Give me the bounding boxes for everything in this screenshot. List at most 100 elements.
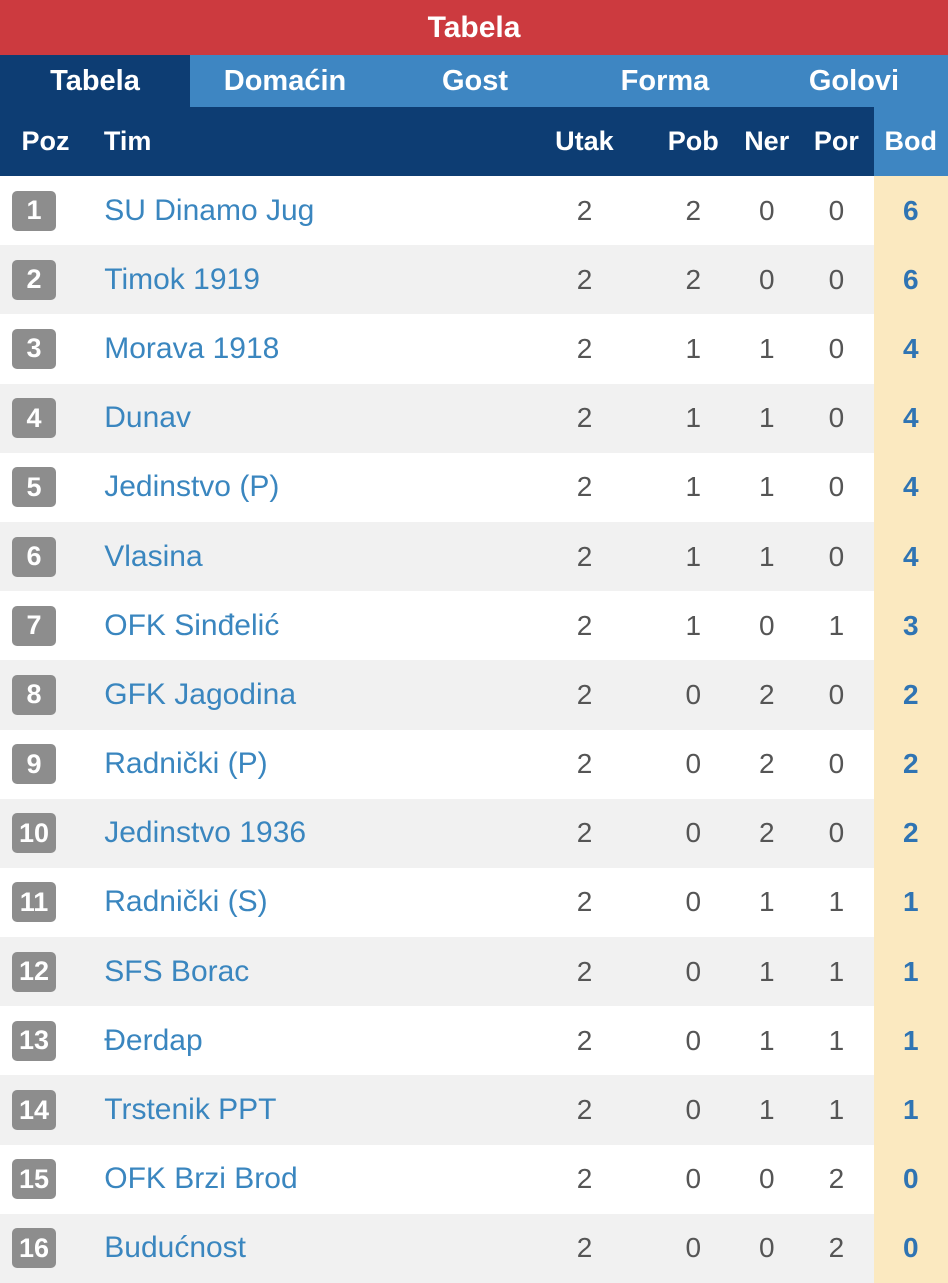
wins-cell: 1: [685, 332, 702, 364]
losses-cell: 2: [828, 1163, 845, 1195]
wins-cell: 0: [685, 886, 702, 918]
tab-golovi[interactable]: Golovi: [808, 64, 900, 97]
tab-tabela[interactable]: Tabela: [0, 55, 190, 107]
table-row: 16 Budućnost 2 0 0 2 0: [0, 1213, 948, 1283]
team-link[interactable]: Morava 1918: [104, 331, 280, 365]
team-cell: Radnički (P): [91, 747, 517, 781]
position-cell: 7: [0, 605, 91, 646]
position-cell: 15: [0, 1159, 91, 1200]
losses-cell: 1: [828, 1094, 845, 1126]
table-row: 4 Dunav 2 1 1 0 4: [0, 383, 948, 453]
losses-cell: 0: [828, 678, 845, 710]
team-link[interactable]: SFS Borac: [104, 954, 250, 988]
position-cell: 4: [0, 398, 91, 439]
team-link[interactable]: OFK Sinđelić: [104, 608, 280, 642]
team-cell: Dunav: [91, 401, 517, 435]
position-badge: 5: [12, 467, 56, 508]
wins-cell: 1: [685, 609, 702, 641]
losses-cell: 1: [828, 1024, 845, 1056]
played-cell: 2: [576, 540, 593, 572]
draws-cell: 0: [758, 609, 775, 641]
team-cell: Budućnost: [91, 1231, 517, 1265]
tab-forma[interactable]: Forma: [620, 64, 710, 97]
team-link[interactable]: Timok 1919: [104, 262, 260, 296]
table-row: 9 Radnički (P) 2 0 2 0 2: [0, 729, 948, 799]
team-cell: Jedinstvo (P): [91, 470, 517, 504]
team-cell: Radnički (S): [91, 885, 517, 919]
points-cell: 1: [873, 1006, 948, 1076]
team-cell: OFK Sinđelić: [91, 609, 517, 643]
points-cell: 1: [873, 867, 948, 938]
team-cell: Đerdap: [91, 1024, 517, 1058]
points-cell: 4: [873, 383, 948, 453]
draws-cell: 2: [758, 678, 775, 710]
team-link[interactable]: Đerdap: [104, 1023, 203, 1057]
losses-cell: 0: [828, 194, 845, 226]
team-link[interactable]: Budućnost: [104, 1231, 247, 1265]
table-row: 10 Jedinstvo 1936 2 0 2 0 2: [0, 798, 948, 868]
position-badge: 9: [12, 744, 56, 785]
wins-cell: 0: [685, 817, 702, 849]
draws-cell: 1: [758, 332, 775, 364]
table-row: 8 GFK Jagodina 2 0 2 0 2: [0, 660, 948, 730]
team-link[interactable]: OFK Brzi Brod: [104, 1162, 298, 1196]
losses-cell: 2: [828, 1232, 845, 1264]
played-cell: 2: [576, 817, 593, 849]
draws-cell: 0: [758, 1163, 775, 1195]
wins-cell: 1: [685, 471, 702, 503]
losses-cell: 1: [828, 609, 845, 641]
losses-cell: 0: [828, 540, 845, 572]
position-cell: 11: [0, 882, 91, 923]
played-cell: 2: [576, 471, 593, 503]
losses-cell: 1: [828, 886, 845, 918]
played-cell: 2: [576, 1232, 593, 1264]
team-cell: Timok 1919: [91, 263, 517, 297]
points-cell: 6: [873, 245, 948, 315]
tab-gost[interactable]: Gost: [441, 64, 509, 97]
table-row: 15 OFK Brzi Brod 2 0 0 2 0: [0, 1144, 948, 1214]
wins-cell: 1: [685, 402, 702, 434]
position-cell: 3: [0, 328, 91, 369]
points-cell: 2: [873, 660, 948, 730]
draws-cell: 1: [758, 955, 775, 987]
team-link[interactable]: Dunav: [104, 401, 191, 435]
team-link[interactable]: GFK Jagodina: [104, 677, 297, 711]
position-cell: 6: [0, 536, 91, 577]
team-cell: Vlasina: [91, 540, 517, 574]
team-link[interactable]: Jedinstvo 1936: [104, 816, 307, 850]
tab-domacin[interactable]: Domaćin: [223, 64, 347, 97]
table-row: 1 SU Dinamo Jug 2 2 0 0 6: [0, 176, 948, 246]
played-cell: 2: [576, 1094, 593, 1126]
header-por: Por: [813, 126, 859, 156]
played-cell: 2: [576, 402, 593, 434]
team-link[interactable]: SU Dinamo Jug: [104, 193, 315, 227]
losses-cell: 1: [828, 955, 845, 987]
points-cell: 0: [873, 1213, 948, 1283]
played-cell: 2: [576, 1024, 593, 1056]
header-tim: Tim: [103, 126, 152, 156]
table-row: 14 Trstenik PPT 2 0 1 1 1: [0, 1075, 948, 1145]
played-cell: 2: [576, 263, 593, 295]
wins-cell: 1: [685, 540, 702, 572]
table-row: 6 Vlasina 2 1 1 0 4: [0, 521, 948, 592]
position-badge: 1: [12, 190, 56, 231]
tab-bar: Tabela Domaćin Gost Forma Golovi: [0, 55, 948, 107]
draws-cell: 2: [758, 817, 775, 849]
header-ner: Ner: [744, 126, 790, 156]
position-cell: 13: [0, 1020, 91, 1061]
losses-cell: 0: [828, 332, 845, 364]
team-link[interactable]: Trstenik PPT: [104, 1093, 277, 1127]
points-cell: 1: [873, 937, 948, 1007]
table-row: 5 Jedinstvo (P) 2 1 1 0 4: [0, 452, 948, 522]
draws-cell: 2: [758, 748, 775, 780]
team-link[interactable]: Vlasina: [104, 539, 203, 573]
losses-cell: 0: [828, 817, 845, 849]
draws-cell: 1: [758, 540, 775, 572]
played-cell: 2: [576, 748, 593, 780]
losses-cell: 0: [828, 263, 845, 295]
team-link[interactable]: Jedinstvo (P): [104, 470, 280, 504]
team-link[interactable]: Radnički (P): [104, 747, 268, 781]
team-cell: Morava 1918: [91, 332, 517, 366]
team-link[interactable]: Radnički (S): [104, 885, 268, 919]
position-cell: 12: [0, 951, 91, 992]
